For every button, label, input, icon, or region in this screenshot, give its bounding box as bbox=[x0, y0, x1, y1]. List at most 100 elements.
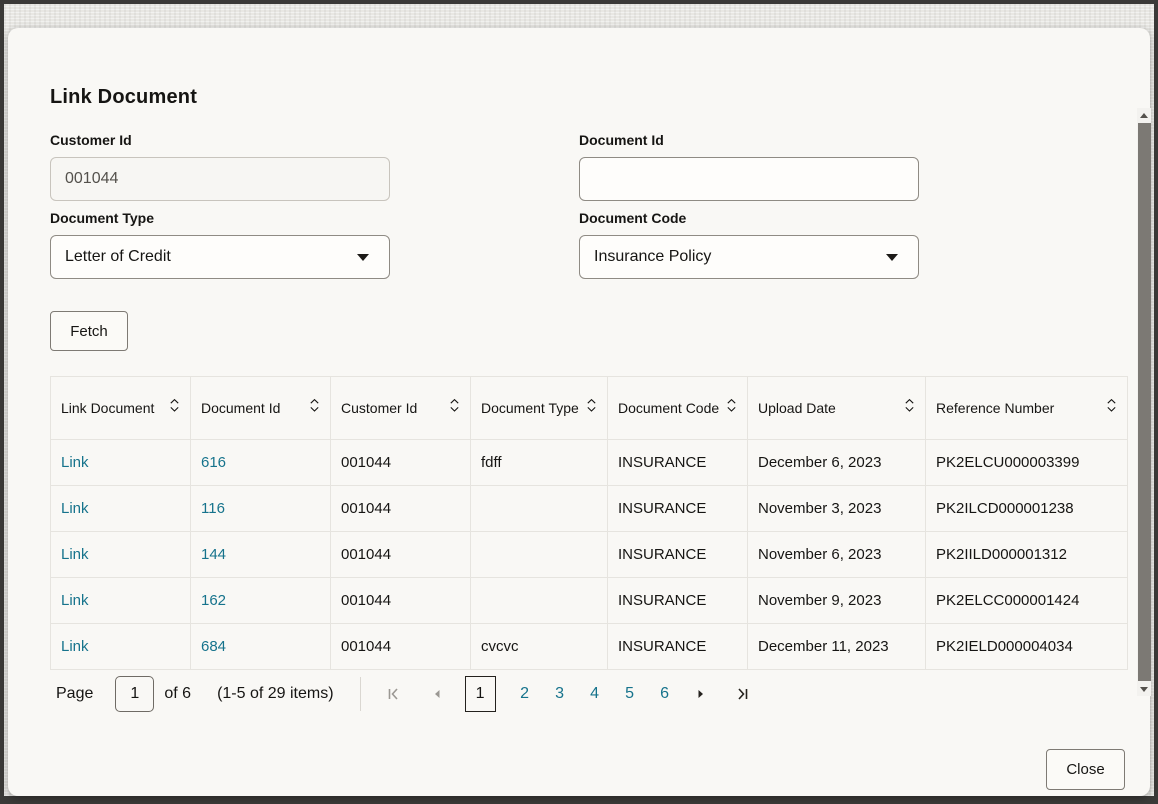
link-document-link[interactable]: Link bbox=[51, 440, 191, 485]
customer-id-label: Customer Id bbox=[50, 132, 132, 148]
column-header-link-document[interactable]: Link Document bbox=[51, 377, 191, 439]
link-document-link[interactable]: Link bbox=[51, 486, 191, 531]
document-type-select[interactable]: Letter of Credit bbox=[50, 235, 390, 279]
first-page-icon[interactable] bbox=[381, 682, 405, 706]
document-type-label: Document Type bbox=[50, 210, 154, 226]
table-cell: PK2IELD000004034 bbox=[936, 638, 1073, 655]
column-header-customer-id[interactable]: Customer Id bbox=[331, 377, 471, 439]
last-page-icon[interactable] bbox=[731, 682, 755, 706]
table-row: Link 616 001044 fdff INSURANCE December 6, 20… bbox=[51, 439, 1127, 485]
column-header-label: Customer Id bbox=[341, 399, 418, 416]
table-cell: 001044 bbox=[331, 578, 471, 623]
table-cell: November 9, 2023 bbox=[748, 578, 926, 623]
table-cell: PK2ELCU000003399 bbox=[936, 454, 1080, 471]
table-cell: November 3, 2023 bbox=[748, 486, 926, 531]
document-id-label: Document Id bbox=[579, 132, 664, 148]
column-header-document-code[interactable]: Document Code bbox=[608, 377, 748, 439]
table-cell: INSURANCE bbox=[608, 624, 748, 669]
document-id-link[interactable]: 616 bbox=[191, 440, 331, 485]
table-cell: December 6, 2023 bbox=[748, 440, 926, 485]
table-cell: 001044 bbox=[331, 486, 471, 531]
sort-chevrons-icon[interactable] bbox=[722, 398, 737, 418]
table-body: Link 616 001044 fdff INSURANCE December 6, 20… bbox=[51, 439, 1127, 669]
column-header-label: Reference Number bbox=[936, 399, 1055, 416]
current-page-number: 1 bbox=[464, 676, 496, 712]
sort-chevrons-icon[interactable] bbox=[900, 398, 915, 418]
column-header-document-type[interactable]: Document Type bbox=[471, 377, 608, 439]
table-cell bbox=[471, 486, 608, 531]
document-id-link[interactable]: 684 bbox=[191, 624, 331, 669]
column-header-label: Document Id bbox=[201, 399, 281, 416]
table-row: Link 684 001044 cvcvc INSURANCE December 11, … bbox=[51, 623, 1127, 669]
table-cell: PK2ELCC000001424 bbox=[936, 592, 1080, 609]
column-header-reference-number[interactable]: Reference Number bbox=[926, 377, 1127, 439]
column-header-label: Link Document bbox=[61, 399, 155, 416]
table-cell: INSURANCE bbox=[608, 440, 748, 485]
previous-page-icon[interactable] bbox=[425, 682, 449, 706]
pagination-divider bbox=[359, 677, 361, 711]
table-cell: INSURANCE bbox=[608, 578, 748, 623]
sort-chevrons-icon[interactable] bbox=[445, 398, 460, 418]
documents-table: Link Document Document Id Customer Id Docum… bbox=[50, 376, 1128, 670]
document-id-link[interactable]: 144 bbox=[191, 532, 331, 577]
table-header-row: Link Document Document Id Customer Id Docum… bbox=[51, 377, 1127, 439]
link-document-link[interactable]: Link bbox=[51, 578, 191, 623]
page-number-input[interactable] bbox=[115, 676, 155, 712]
table-cell: 001044 bbox=[331, 624, 471, 669]
page-number-link[interactable]: 3 bbox=[555, 685, 564, 702]
sort-chevrons-icon[interactable] bbox=[305, 398, 320, 418]
link-document-dialog: Link Document Customer Id Document Id Do… bbox=[8, 28, 1151, 796]
page-number-link[interactable]: 2 bbox=[520, 685, 529, 702]
customer-id-field-group: Customer Id bbox=[50, 132, 390, 201]
fetch-button[interactable]: Fetch bbox=[50, 311, 128, 351]
table-row: Link 116 001044 INSURANCE November 3, 2023 PK… bbox=[51, 485, 1127, 531]
customer-id-input[interactable] bbox=[50, 157, 390, 201]
scrollbar-thumb[interactable] bbox=[1137, 123, 1151, 681]
document-code-label: Document Code bbox=[579, 210, 687, 226]
document-code-select[interactable]: Insurance Policy bbox=[579, 235, 919, 279]
close-button[interactable]: Close bbox=[1046, 749, 1125, 790]
scroll-up-icon[interactable] bbox=[1137, 108, 1151, 122]
table-cell: INSURANCE bbox=[608, 486, 748, 531]
vertical-scrollbar[interactable] bbox=[1137, 108, 1151, 696]
page-title: Link Document bbox=[50, 86, 198, 108]
document-type-selected-value: Letter of Credit bbox=[65, 248, 171, 265]
page-label: Page bbox=[56, 685, 94, 702]
sort-chevrons-icon[interactable] bbox=[165, 398, 180, 418]
document-id-link[interactable]: 162 bbox=[191, 578, 331, 623]
table-cell: PK2IILD000001312 bbox=[936, 546, 1067, 563]
chevron-down-icon bbox=[886, 253, 898, 261]
column-header-label: Document Type bbox=[481, 399, 579, 416]
chevron-down-icon bbox=[357, 253, 369, 261]
column-header-label: Upload Date bbox=[758, 399, 836, 416]
page-number-list: 1 2 3 4 5 6 bbox=[464, 676, 671, 712]
pagination-bar: Page of 6 (1-5 of 29 items) 1 2 3 4 5 6 bbox=[50, 674, 755, 714]
table-cell bbox=[471, 578, 608, 623]
document-code-field-group: Document Code Insurance Policy bbox=[579, 210, 919, 279]
table-cell: 001044 bbox=[331, 532, 471, 577]
table-cell: December 11, 2023 bbox=[748, 624, 926, 669]
document-id-input[interactable] bbox=[579, 157, 919, 201]
page-count-label: of 6 bbox=[164, 685, 192, 702]
document-type-field-group: Document Type Letter of Credit bbox=[50, 210, 390, 279]
link-document-link[interactable]: Link bbox=[51, 624, 191, 669]
table-cell bbox=[471, 532, 608, 577]
page-number-link[interactable]: 4 bbox=[590, 685, 599, 702]
sort-chevrons-icon[interactable] bbox=[1102, 398, 1117, 418]
sort-chevrons-icon[interactable] bbox=[582, 398, 597, 418]
page-number-link[interactable]: 6 bbox=[660, 685, 669, 702]
table-cell: fdff bbox=[471, 440, 608, 485]
next-page-icon[interactable] bbox=[689, 682, 713, 706]
table-cell: 001044 bbox=[331, 440, 471, 485]
table-cell: PK2ILCD000001238 bbox=[936, 500, 1074, 517]
table-row: Link 144 001044 INSURANCE November 6, 2023 PK… bbox=[51, 531, 1127, 577]
document-id-link[interactable]: 116 bbox=[191, 486, 331, 531]
document-code-selected-value: Insurance Policy bbox=[594, 248, 712, 265]
column-header-upload-date[interactable]: Upload Date bbox=[748, 377, 926, 439]
scroll-down-icon[interactable] bbox=[1137, 682, 1151, 696]
table-row: Link 162 001044 INSURANCE November 9, 2023 PK… bbox=[51, 577, 1127, 623]
page-number-link[interactable]: 5 bbox=[625, 685, 634, 702]
items-range-label: (1-5 of 29 items) bbox=[217, 685, 334, 702]
link-document-link[interactable]: Link bbox=[51, 532, 191, 577]
column-header-document-id[interactable]: Document Id bbox=[191, 377, 331, 439]
